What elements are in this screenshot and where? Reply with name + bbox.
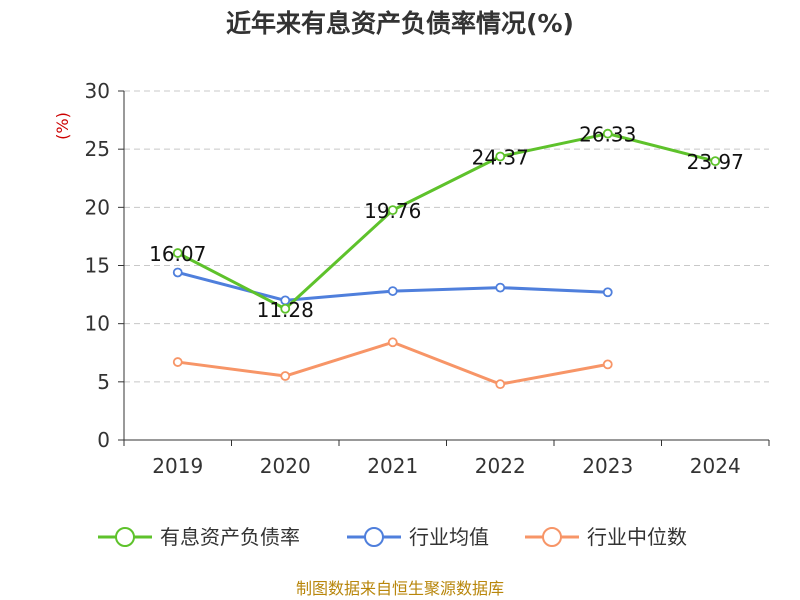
data-label: 24.37 [472,145,529,169]
x-tick-label: 2023 [582,454,633,478]
axes: 0 5 10 15 20 25 30 2019 2020 2021 2022 2023 2024 [85,79,770,478]
data-point [172,357,183,367]
data-point [602,359,613,370]
x-tick-label: 2021 [367,454,418,478]
legend-label: 有息资产负债率 [160,525,300,549]
data-label: 26.33 [579,123,636,147]
legend-marker [115,527,135,547]
data-point [280,371,291,381]
data-label: 11.28 [257,298,314,322]
data-label: 23.97 [687,150,744,174]
data-point [602,128,613,139]
data-point [387,205,398,216]
data-point [387,337,398,348]
x-tick-label: 2024 [690,454,741,478]
y-tick-label: 15 [85,254,110,278]
data-point [495,151,506,162]
chart-title: 近年来有息资产负债率情况(%) [226,9,574,38]
y-tick-label: 30 [85,79,110,103]
x-tick-label: 2020 [260,454,311,478]
legend-marker [364,527,384,547]
legend-marker [542,527,562,547]
data-point [387,286,398,296]
data-point [280,303,291,314]
legend-label: 行业均值 [409,525,489,549]
series-layer [172,128,721,390]
data-point [495,379,506,390]
y-tick-label: 25 [85,137,110,161]
y-tick-label: 5 [97,370,110,394]
series-line [177,340,609,386]
y-axis-unit: (%) [53,112,72,140]
legend-label: 行业中位数 [587,525,687,549]
legend: 有息资产负债率 行业均值 行业中位数 [98,525,687,549]
gridlines [124,90,769,383]
data-point [172,248,183,258]
x-tick-label: 2022 [475,454,526,478]
series-line [177,132,716,311]
y-tick-label: 10 [85,312,110,336]
data-point [495,282,506,293]
data-label: 19.76 [364,199,421,223]
data-point [710,156,721,167]
x-tick-label: 2019 [152,454,203,478]
data-labels: 16.07 11.28 19.76 24.37 26.33 23.97 [149,123,744,322]
y-tick-label: 20 [85,195,110,219]
data-point [172,267,183,278]
y-tick-label: 0 [97,428,110,452]
data-label: 16.07 [149,242,206,266]
source-note: 制图数据来自恒生聚源数据库 [296,579,504,598]
data-point [602,287,613,298]
